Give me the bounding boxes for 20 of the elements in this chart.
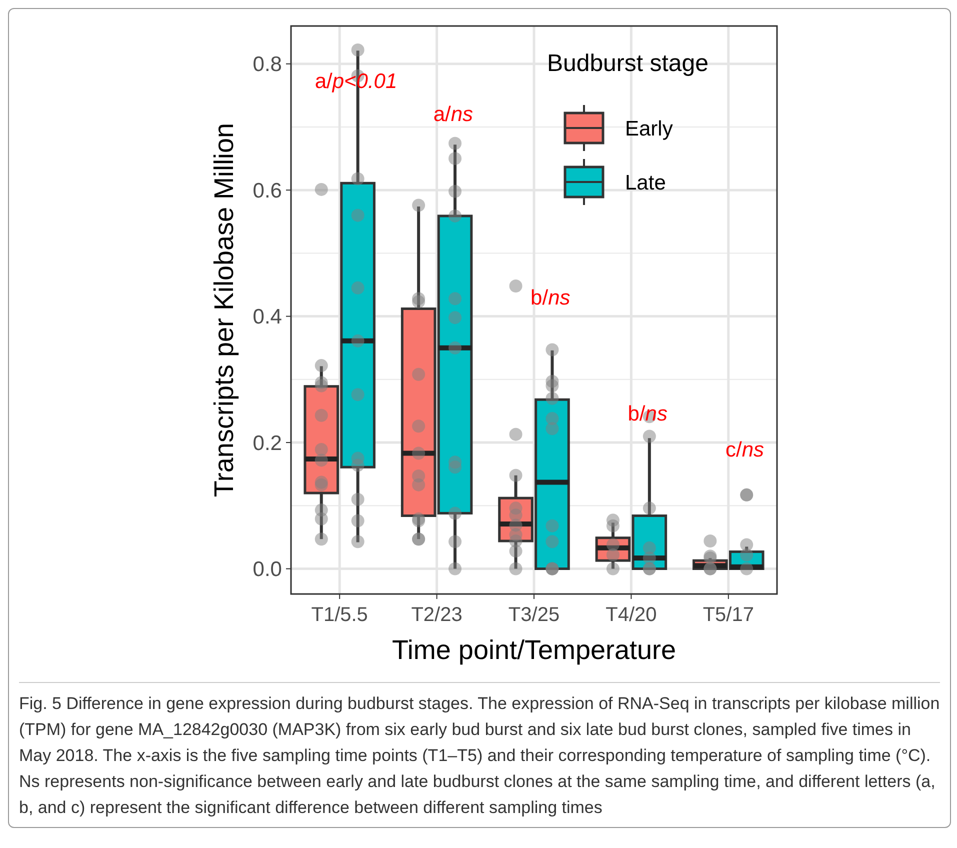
x-tick-label: T3/25	[508, 604, 560, 626]
x-tick-label: T4/20	[606, 604, 657, 626]
y-tick-label: 0.6	[252, 179, 282, 202]
caption: Fig. 5 Difference in gene expression during budburst stages. The expression of RNA-Seq in transcripts per kilobase million (TPM) for gene MA_12842g0030 (MAP3K) from six early bud burst and six late bud burst clones, sampled five times in May 2018. The x-axis is the five sampling time points (T1–T5) and their corresponding temperature of sampling time (°C). Ns represents non-significance between early and late budburst clones at the same sampling time, and different letters (a, b, and c) represent the significant difference between different sampling times	[19, 682, 940, 821]
annotation: c/ns	[726, 438, 765, 462]
x-axis-title: Time point/Temperature	[392, 635, 676, 665]
y-tick-label: 0.0	[252, 558, 282, 582]
x-tick-label: T2/23	[411, 604, 462, 626]
annotation: b/ns	[530, 286, 571, 310]
legend-label: Late	[625, 171, 666, 194]
legend-label: Early	[625, 117, 674, 140]
y-tick-label: 0.4	[252, 306, 282, 329]
annotation: b/ns	[628, 402, 668, 426]
annotation: a/ns	[433, 102, 474, 126]
legend-title: Budburst stage	[547, 50, 708, 77]
y-tick-label: 0.8	[252, 53, 282, 76]
x-tick-label: T1/5.5	[311, 604, 368, 626]
x-tick-label: T5/17	[702, 604, 754, 626]
y-tick-label: 0.2	[252, 432, 282, 455]
y-axis-title: Transcripts per Kilobase Million	[209, 122, 239, 498]
